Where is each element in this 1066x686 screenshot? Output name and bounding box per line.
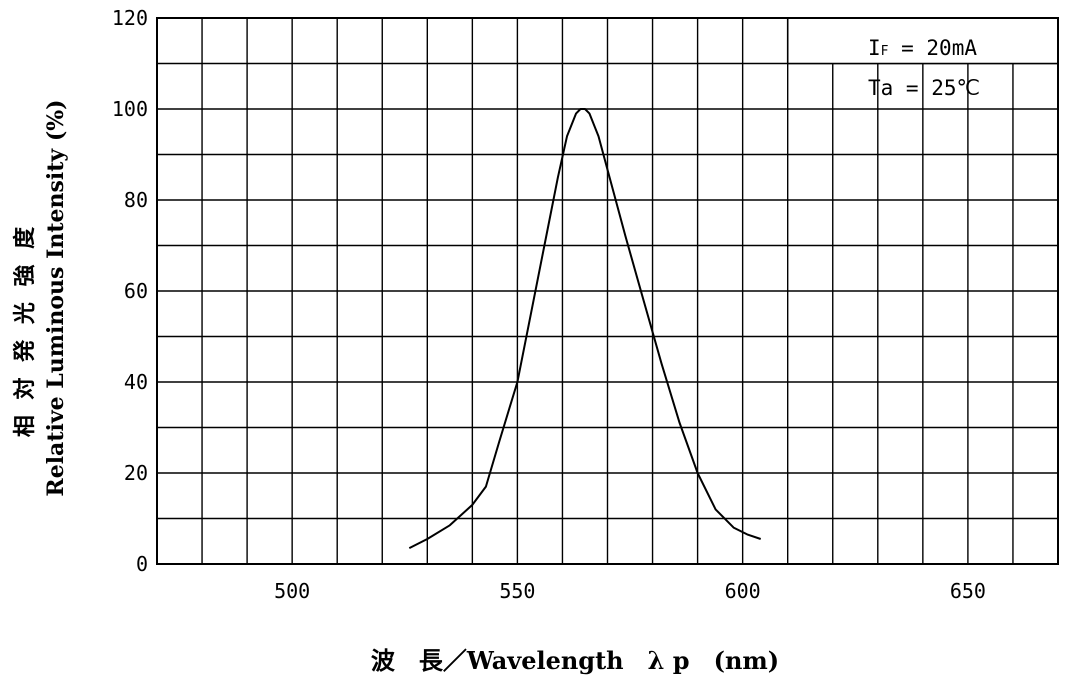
y-axis-title: Relative Luminous Intensity (%) xyxy=(43,99,69,496)
condition-current: IF = 20mA xyxy=(868,36,977,60)
x-tick-label: 550 xyxy=(499,579,535,603)
condition-box: IF = 20mA Ta = 25℃ xyxy=(786,18,1058,100)
condition-current-subscript: F xyxy=(881,44,889,59)
series-line-0 xyxy=(408,108,762,549)
y-tick-label: 100 xyxy=(112,97,148,121)
plot-frame xyxy=(156,17,1059,565)
grid xyxy=(157,18,1058,564)
y-tick-label: 20 xyxy=(124,461,148,485)
y-tick-label: 80 xyxy=(124,188,148,212)
series-group xyxy=(408,108,762,549)
y-tick-label: 0 xyxy=(136,552,148,576)
condition-current-symbol: I xyxy=(868,36,881,60)
x-tick-label: 500 xyxy=(274,579,310,603)
x-tick-labels: 500 550 600 650 xyxy=(274,579,986,603)
y-tick-label: 60 xyxy=(124,279,148,303)
x-tick-label: 600 xyxy=(725,579,761,603)
x-tick-label: 650 xyxy=(950,579,986,603)
x-axis-title: 波 長／Wavelength λ p (nm) xyxy=(371,646,779,675)
y-tick-labels: 0 20 40 60 80 100 120 xyxy=(112,6,148,576)
condition-current-value: = 20mA xyxy=(888,36,977,60)
y-tick-label: 40 xyxy=(124,370,148,394)
y-tick-label: 120 xyxy=(112,6,148,30)
condition-box-background xyxy=(787,19,1057,64)
y-axis-title-japanese: 相 対 発 光 強 度 xyxy=(12,223,38,437)
condition-temperature: Ta = 25℃ xyxy=(868,76,980,100)
